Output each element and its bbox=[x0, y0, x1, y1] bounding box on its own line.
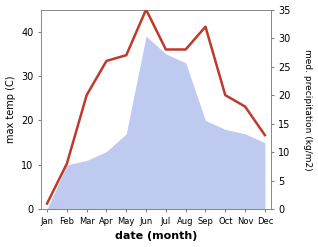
Y-axis label: max temp (C): max temp (C) bbox=[5, 76, 16, 143]
Y-axis label: med. precipitation (kg/m2): med. precipitation (kg/m2) bbox=[303, 49, 313, 170]
X-axis label: date (month): date (month) bbox=[115, 231, 197, 242]
